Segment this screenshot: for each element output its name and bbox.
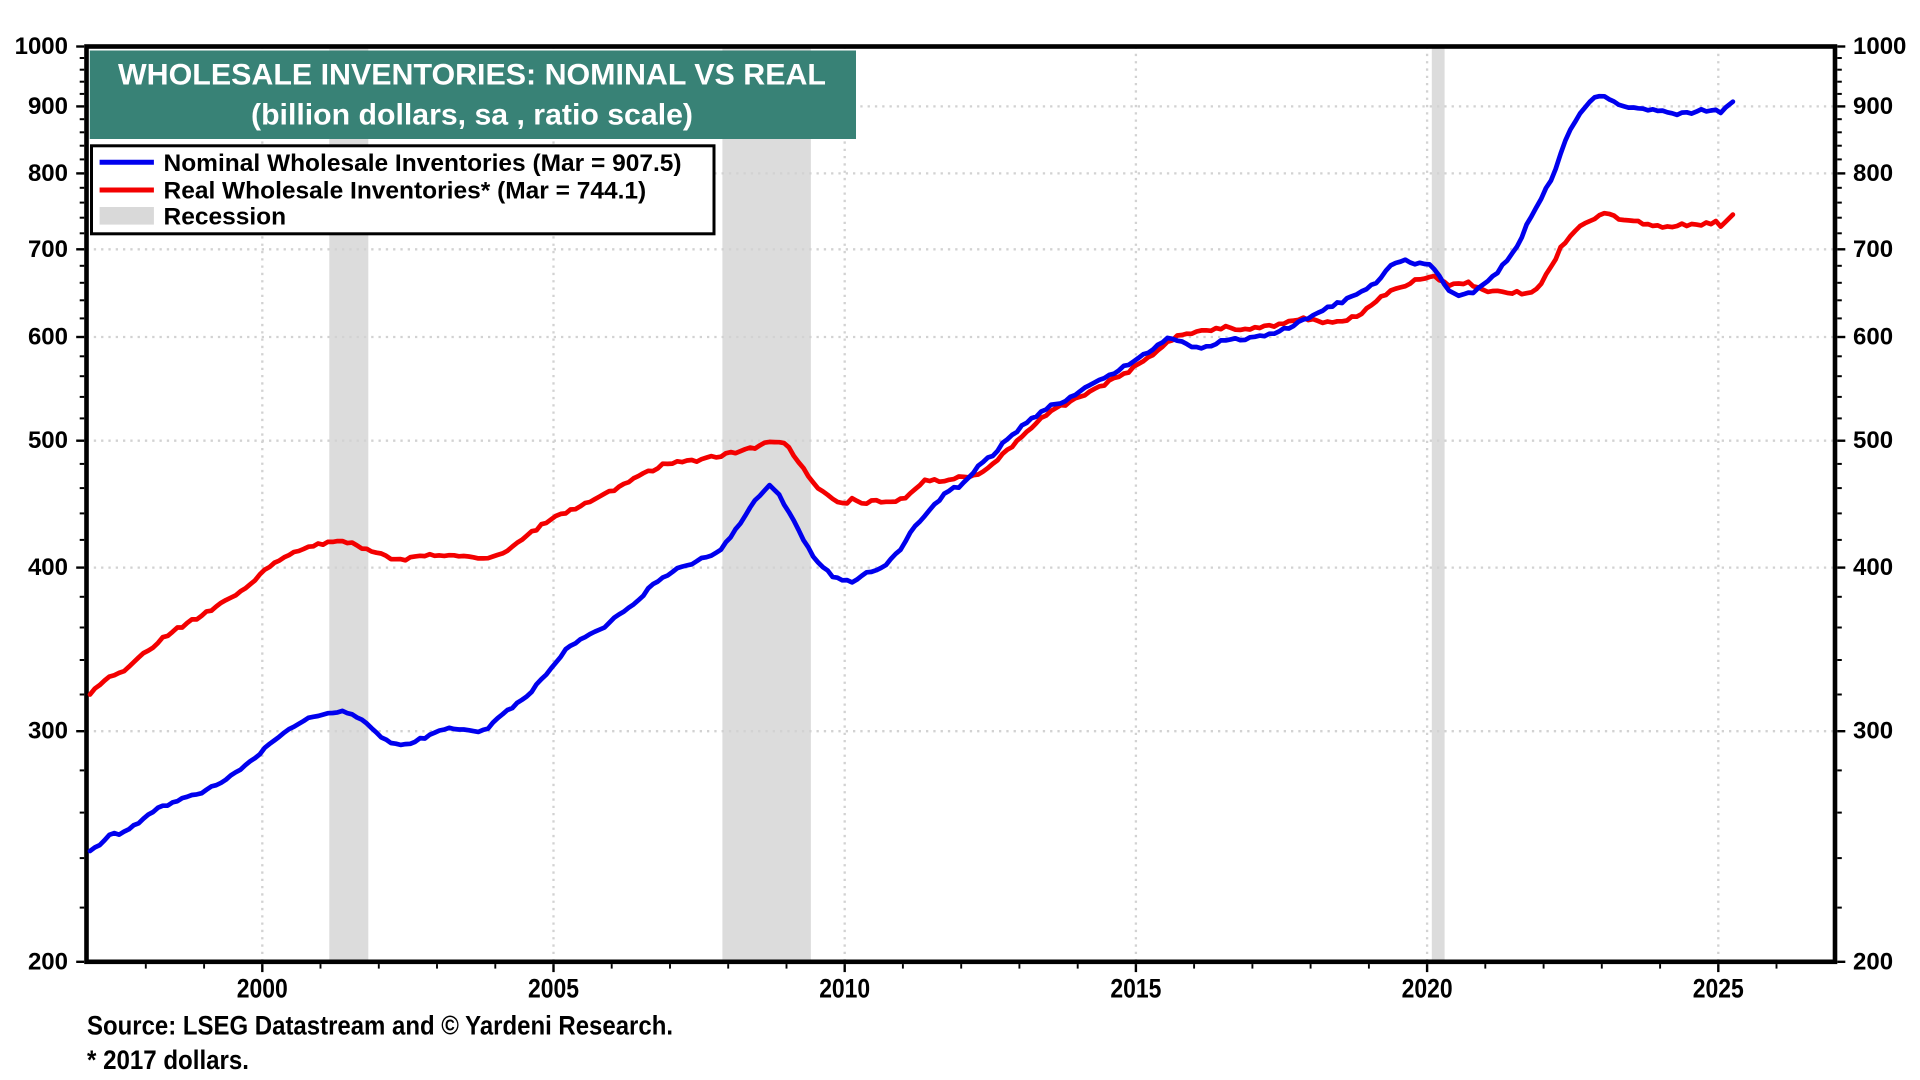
svg-text:WHOLESALE INVENTORIES: NOMINAL: WHOLESALE INVENTORIES: NOMINAL VS REAL: [118, 59, 826, 92]
svg-text:200: 200: [28, 948, 68, 975]
svg-text:Source: LSEG Datastream and ©: Source: LSEG Datastream and © Yardeni Re…: [87, 1011, 673, 1041]
svg-text:1000: 1000: [1853, 33, 1906, 60]
svg-text:600: 600: [1853, 324, 1893, 351]
svg-text:600: 600: [28, 324, 68, 351]
svg-text:300: 300: [28, 718, 68, 745]
svg-text:(billion dollars, sa , ratio s: (billion dollars, sa , ratio scale): [251, 99, 693, 132]
svg-text:400: 400: [28, 554, 68, 581]
svg-text:900: 900: [28, 93, 68, 120]
svg-text:700: 700: [1853, 236, 1893, 263]
svg-text:500: 500: [28, 427, 68, 454]
svg-text:2005: 2005: [528, 974, 579, 1004]
svg-text:Recession: Recession: [164, 204, 287, 231]
svg-text:2000: 2000: [237, 974, 288, 1004]
svg-text:200: 200: [1853, 948, 1893, 975]
svg-text:500: 500: [1853, 427, 1893, 454]
svg-text:1000: 1000: [15, 33, 68, 60]
svg-text:300: 300: [1853, 718, 1893, 745]
svg-text:800: 800: [1853, 160, 1893, 187]
svg-text:900: 900: [1853, 93, 1893, 120]
svg-text:2020: 2020: [1402, 974, 1453, 1004]
svg-text:Nominal Wholesale Inventories: Nominal Wholesale Inventories (Mar = 907…: [164, 150, 682, 177]
svg-text:Real Wholesale Inventories* (M: Real Wholesale Inventories* (Mar = 744.1…: [164, 178, 647, 205]
svg-text:2025: 2025: [1693, 974, 1744, 1004]
svg-text:800: 800: [28, 160, 68, 187]
svg-text:700: 700: [28, 236, 68, 263]
svg-text:* 2017 dollars.: * 2017 dollars.: [87, 1045, 249, 1075]
svg-text:400: 400: [1853, 554, 1893, 581]
svg-text:2015: 2015: [1110, 974, 1161, 1004]
svg-text:2010: 2010: [819, 974, 870, 1004]
